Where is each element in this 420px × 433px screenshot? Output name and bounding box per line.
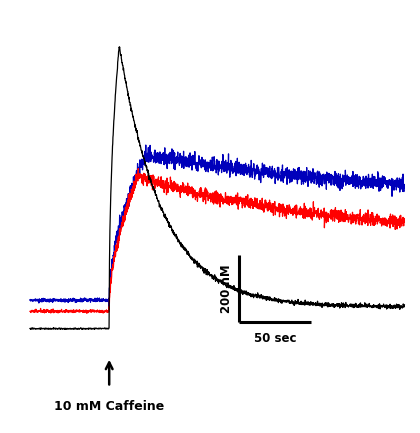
Text: 10 mM Caffeine: 10 mM Caffeine	[54, 401, 164, 414]
Text: 200 nM: 200 nM	[220, 264, 233, 313]
Text: 50 sec: 50 sec	[254, 332, 296, 345]
